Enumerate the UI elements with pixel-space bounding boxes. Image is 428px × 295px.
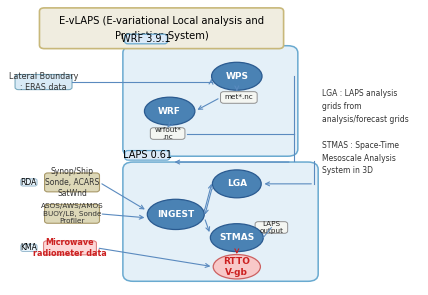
- Text: RDA: RDA: [21, 178, 37, 187]
- Text: WRF 3.9.1: WRF 3.9.1: [121, 34, 171, 44]
- FancyBboxPatch shape: [45, 204, 99, 223]
- FancyBboxPatch shape: [150, 128, 185, 139]
- Text: LGA: LGA: [227, 179, 247, 188]
- FancyBboxPatch shape: [220, 92, 257, 103]
- Text: LAPS
output: LAPS output: [259, 221, 283, 234]
- Text: WRF: WRF: [158, 107, 181, 116]
- Text: STMAS: STMAS: [219, 233, 254, 242]
- FancyBboxPatch shape: [125, 34, 167, 44]
- Ellipse shape: [213, 255, 260, 279]
- Text: INGEST: INGEST: [157, 210, 194, 219]
- Ellipse shape: [210, 224, 263, 252]
- FancyBboxPatch shape: [15, 75, 72, 90]
- FancyBboxPatch shape: [123, 46, 298, 156]
- FancyBboxPatch shape: [21, 179, 37, 186]
- Ellipse shape: [144, 97, 195, 125]
- Ellipse shape: [147, 199, 204, 230]
- FancyBboxPatch shape: [125, 150, 169, 160]
- Text: KMA: KMA: [21, 243, 37, 252]
- Text: Synop/Ship
Sonde, ACARS
SatWnd: Synop/Ship Sonde, ACARS SatWnd: [45, 167, 99, 198]
- Text: WPS: WPS: [225, 72, 248, 81]
- FancyBboxPatch shape: [123, 162, 318, 281]
- FancyBboxPatch shape: [39, 8, 284, 49]
- Text: Lateral Boundary
: ERAS data: Lateral Boundary : ERAS data: [9, 72, 78, 92]
- Ellipse shape: [211, 62, 262, 90]
- Text: E-vLAPS (E-variational Local analysis and: E-vLAPS (E-variational Local analysis an…: [59, 16, 264, 26]
- Text: Microwave
radiometer data: Microwave radiometer data: [33, 238, 107, 258]
- Text: met*.nc: met*.nc: [224, 94, 253, 101]
- Text: Prediction System): Prediction System): [115, 30, 208, 40]
- FancyBboxPatch shape: [45, 173, 99, 192]
- FancyBboxPatch shape: [21, 244, 37, 251]
- Text: LAPS 0.61: LAPS 0.61: [123, 150, 172, 160]
- Text: LGA : LAPS analysis
grids from
analysis/forecast grids

STMAS : Space-Time
Mesos: LGA : LAPS analysis grids from analysis/…: [322, 89, 409, 176]
- FancyBboxPatch shape: [44, 241, 96, 255]
- Text: wrfout*
.nc: wrfout* .nc: [154, 127, 181, 140]
- FancyBboxPatch shape: [255, 222, 288, 233]
- Text: RTTO
V-gb: RTTO V-gb: [223, 257, 250, 277]
- Text: ASOS/AWS/AMOS
BUOY/LB, Sonde
Profiler: ASOS/AWS/AMOS BUOY/LB, Sonde Profiler: [41, 203, 104, 224]
- Ellipse shape: [212, 170, 261, 198]
